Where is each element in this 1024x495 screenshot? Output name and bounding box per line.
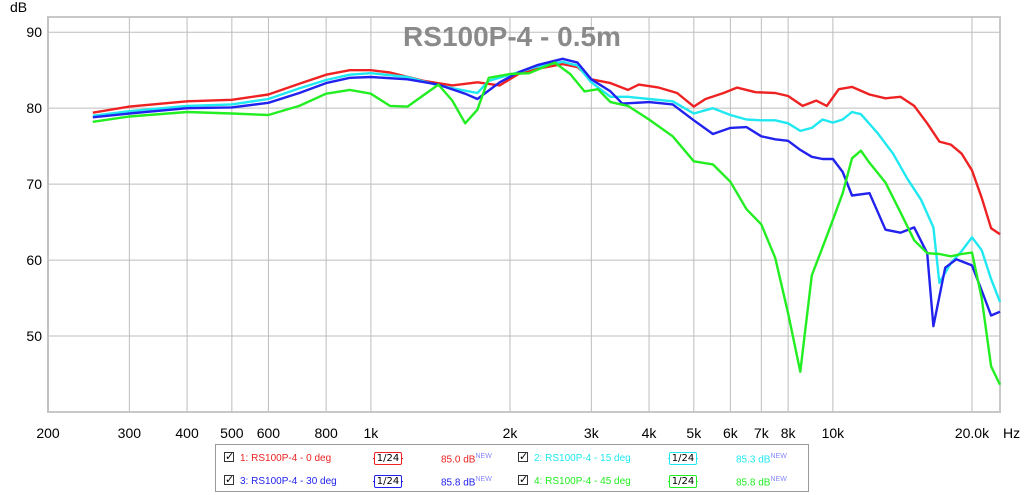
x-tick-label: 1k	[364, 425, 380, 441]
smoothing-label: 1/24	[668, 474, 698, 488]
smoothing-label: 1/24	[668, 451, 698, 465]
x-axis-ticks: 200 300 400 500 600 800 1k 2k 3k 4k 5k 6k 7k 8k 10k 20.…	[36, 425, 990, 441]
smoothing-label: 1/24	[373, 474, 403, 488]
series-line-1	[92, 62, 1001, 236]
legend-checkbox[interactable]	[518, 450, 528, 463]
x-tick-label: 400	[175, 425, 199, 441]
series-line-2	[92, 60, 1002, 303]
x-tick-label: 800	[314, 425, 338, 441]
x-tick-label: 6k	[723, 425, 739, 441]
plot-area	[47, 16, 1001, 413]
legend-checkbox[interactable]	[518, 473, 528, 486]
x-tick-label: 200	[36, 425, 60, 441]
new-badge: NEW	[475, 453, 492, 460]
x-tick-label: 5k	[686, 425, 702, 441]
legend-checkbox[interactable]	[224, 473, 234, 486]
new-badge: NEW	[770, 453, 787, 460]
legend-level: 85.0 dBNEW	[441, 453, 492, 466]
x-tick-label: 600	[257, 425, 281, 441]
legend-series-name: 1: RS100P-4 - 0 deg	[240, 452, 332, 464]
legend-smoothing-button[interactable]: 1/24	[373, 474, 403, 488]
x-tick-label: 8k	[781, 425, 797, 441]
x-axis-unit: Hz	[1003, 425, 1020, 441]
y-tick-label: 70	[26, 176, 42, 192]
series-line-4	[92, 61, 1002, 386]
legend-level: 85.3 dBNEW	[736, 453, 787, 466]
y-tick-label: 50	[26, 328, 42, 344]
y-axis-ticks: 50 60 70 80 90	[26, 24, 42, 344]
x-tick-label: 7k	[754, 425, 770, 441]
legend-smoothing-button[interactable]: 1/24	[373, 451, 403, 465]
new-badge: NEW	[475, 476, 492, 483]
y-axis-label: dB	[10, 0, 27, 15]
curves	[92, 57, 1002, 386]
legend-checkbox[interactable]	[224, 450, 234, 463]
legend-series-name: 4: RS100P-4 - 45 deg	[534, 475, 631, 487]
x-tick-label: 10k	[822, 425, 846, 441]
legend-smoothing-button[interactable]: 1/24	[668, 451, 698, 465]
legend-level: 85.8 dBNEW	[736, 476, 787, 489]
frequency-response-chart: 50 60 70 80 90 200 300 400 500 600 800 1k 2k 3k 4k 5k 6…	[10, 0, 1020, 441]
legend-series-name: 3: RS100P-4 - 30 deg	[240, 475, 337, 487]
legend-series-name: 2: RS100P-4 - 15 deg	[534, 452, 631, 464]
new-badge: NEW	[770, 476, 787, 483]
y-tick-label: 80	[26, 100, 42, 116]
x-tick-label: 2k	[503, 425, 519, 441]
legend-smoothing-button[interactable]: 1/24	[668, 474, 698, 488]
x-tick-label: 20.0k	[955, 425, 990, 441]
smoothing-label: 1/24	[373, 451, 403, 465]
series-line-3	[92, 57, 1001, 328]
y-tick-label: 90	[26, 24, 42, 40]
x-tick-label: 4k	[642, 425, 658, 441]
legend-level: 85.8 dBNEW	[441, 476, 492, 489]
chart-title: RS100P-4 - 0.5m	[403, 21, 621, 52]
x-tick-label: 3k	[584, 425, 600, 441]
y-tick-label: 60	[26, 252, 42, 268]
x-tick-label: 500	[220, 425, 244, 441]
x-tick-label: 300	[118, 425, 142, 441]
legend: 1: RS100P-4 - 0 deg 1/24 85.0 dBNEW 2: RS10…	[215, 444, 809, 492]
